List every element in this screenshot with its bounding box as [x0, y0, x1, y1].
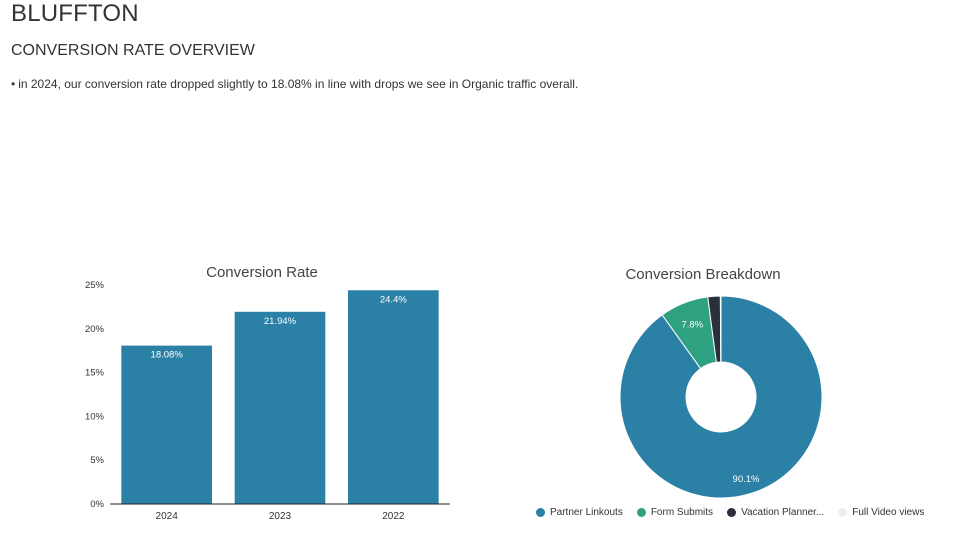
- legend-label: Vacation Planner...: [741, 506, 825, 518]
- x-tick-label: 2024: [156, 511, 179, 522]
- donut-chart-labels: 90.1% 7.8%: [681, 319, 760, 485]
- y-tick-label: 20%: [85, 324, 105, 335]
- section-title: CONVERSION RATE OVERVIEW: [11, 42, 255, 59]
- legend-item[interactable]: Partner Linkouts: [536, 507, 623, 518]
- y-tick-label: 0%: [90, 499, 104, 510]
- legend-swatch-icon: [536, 507, 545, 517]
- legend-swatch-icon: [727, 507, 737, 517]
- donut-chart-legend: Partner Linkouts Form Submits Vacation Pla…: [536, 505, 938, 519]
- x-tick-label: 2022: [382, 511, 405, 522]
- bar: [234, 311, 326, 504]
- donut-chart-slices: [619, 295, 823, 499]
- summary-bullet: • in 2024, our conversion rate dropped sl…: [11, 77, 578, 91]
- legend-label: Partner Linkouts: [550, 506, 623, 518]
- donut-slice-label: 90.1%: [733, 474, 760, 485]
- bar: [121, 345, 212, 504]
- y-tick-label: 5%: [90, 455, 104, 466]
- legend-label: Full Video views: [852, 506, 925, 518]
- conversion-rate-bar-chart: Conversion Rate 0% 5% 10% 15% 20% 25% 18.08% 2…: [85, 264, 450, 522]
- bullet-dot-icon: •: [11, 77, 16, 91]
- legend-swatch-icon: [636, 507, 646, 517]
- legend-label: Form Submits: [650, 506, 714, 518]
- y-tick-label: 15%: [85, 368, 105, 379]
- donut-slice-label: 7.8%: [681, 319, 703, 330]
- legend-item[interactable]: Form Submits: [636, 506, 714, 518]
- donut-slice: [619, 295, 823, 499]
- conversion-breakdown-donut-chart: Conversion Breakdown 90.1% 7.8%: [619, 266, 823, 499]
- legend-swatch-icon: [838, 507, 848, 517]
- donut-chart-title: Conversion Breakdown: [625, 266, 780, 283]
- bar-chart-x-axis: 2024 2023 2022: [110, 503, 450, 522]
- bar-data-label: 24.4%: [380, 294, 407, 305]
- bar-data-label: 21.94%: [264, 316, 297, 327]
- donut-slice: [719, 295, 722, 363]
- summary-text: in 2024, our conversion rate dropped sli…: [18, 77, 579, 91]
- bar-data-label: 18.08%: [151, 350, 184, 361]
- bar-chart-bars: 18.08% 21.94% 24.4%: [121, 290, 439, 504]
- y-tick-label: 25%: [85, 280, 105, 291]
- bar: [348, 290, 439, 504]
- y-tick-label: 10%: [85, 411, 105, 422]
- bar-chart-y-axis: 0% 5% 10% 15% 20% 25%: [85, 280, 105, 510]
- legend-item[interactable]: Vacation Planner...: [727, 507, 824, 518]
- bar-chart-title: Conversion Rate: [206, 264, 318, 281]
- x-tick-label: 2023: [269, 511, 292, 522]
- page-title: BLUFFTON: [11, 0, 139, 27]
- legend-item[interactable]: Full Video views: [838, 507, 924, 518]
